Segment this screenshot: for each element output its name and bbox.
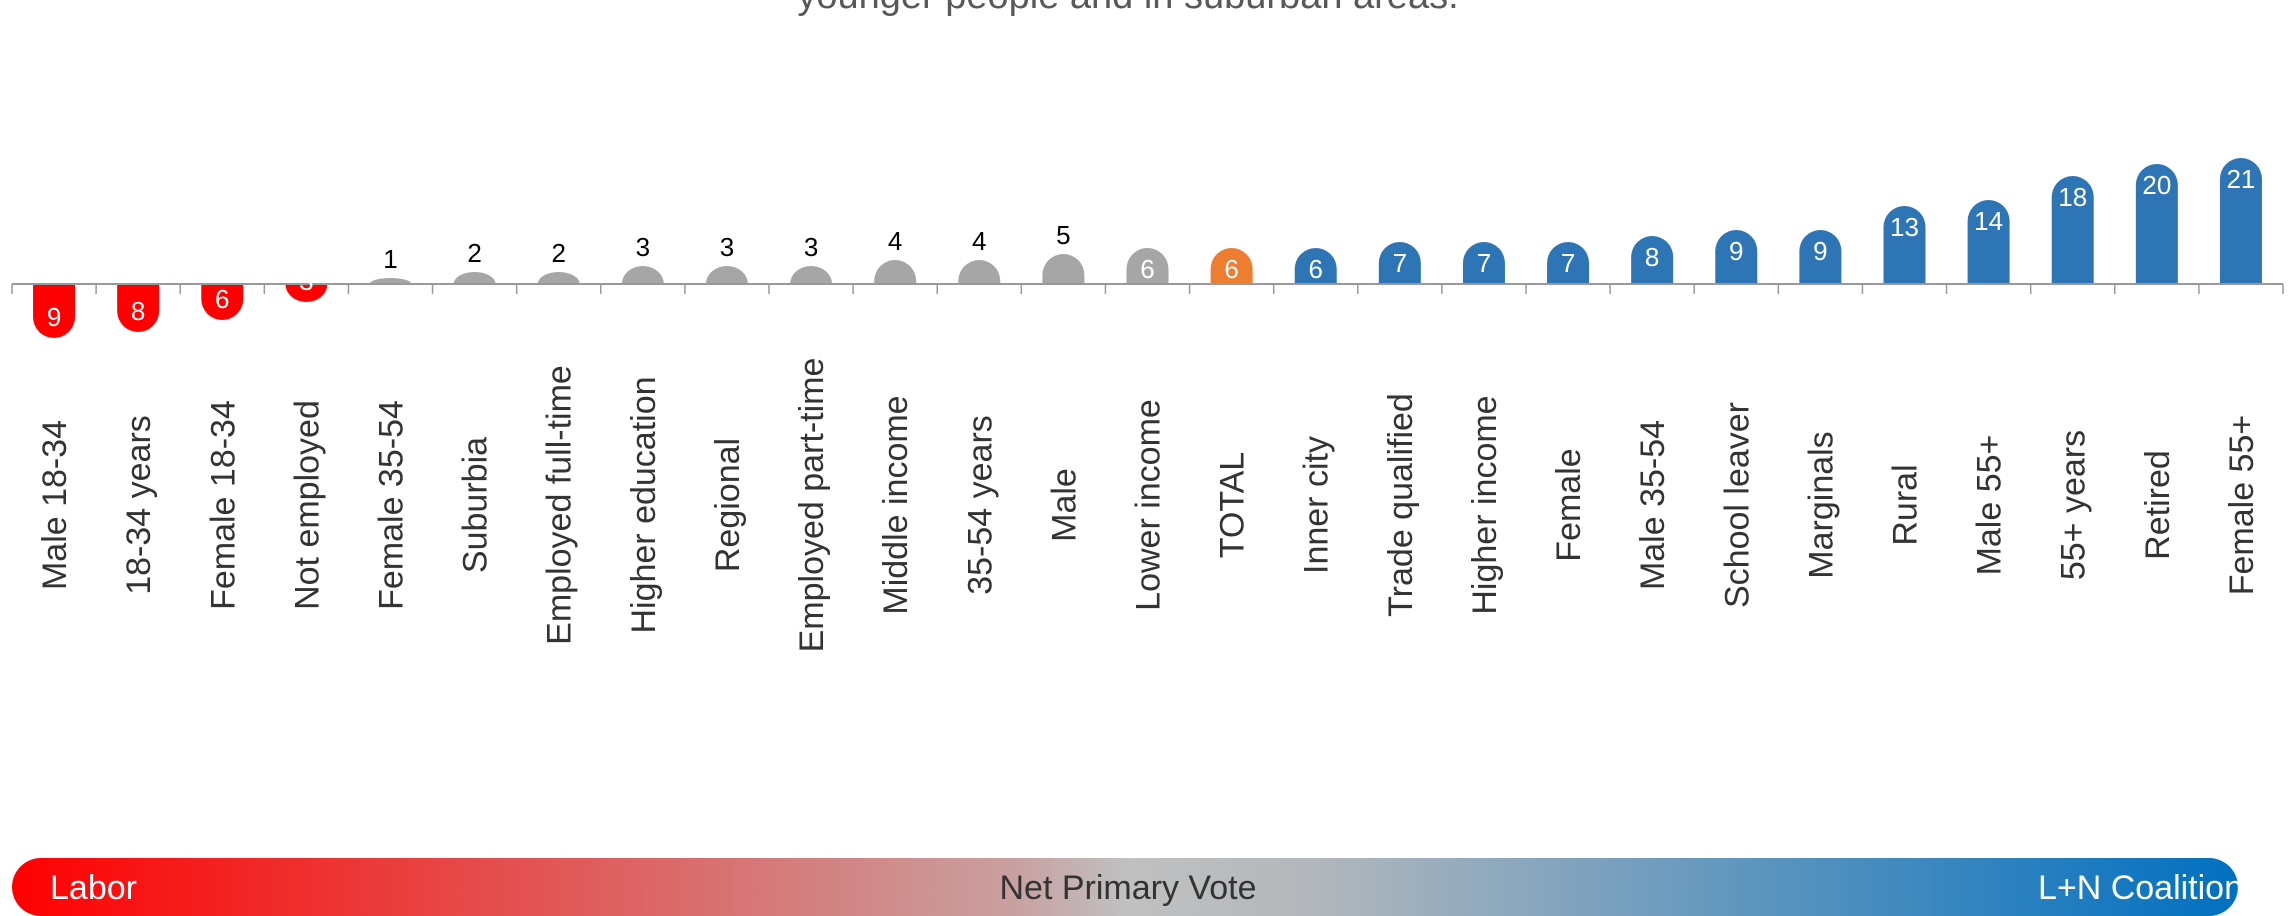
category-labels: Male 18-34 18-34 years Female 18-34 Not emp… [36, 358, 2261, 653]
category-label-4: Female 35-54 [373, 400, 411, 610]
value-label-24: 18 [2058, 182, 2087, 212]
category-label-26: Female 55+ [2223, 415, 2261, 596]
value-label-20: 9 [1729, 236, 1743, 266]
legend-label-labor: Labor [50, 869, 137, 907]
bar-10 [874, 260, 917, 284]
value-label-18: 7 [1561, 248, 1575, 278]
bar-9 [790, 266, 833, 284]
value-label-4: 1 [383, 244, 397, 274]
category-label-12: Male [1045, 468, 1083, 542]
category-label-8: Regional [709, 438, 747, 572]
category-label-24: 55+ years [2055, 430, 2093, 580]
category-label-13: Lower income [1130, 399, 1168, 611]
category-label-19: Male 35-54 [1634, 420, 1672, 590]
value-label-14: 6 [1224, 254, 1238, 284]
category-label-16: Trade qualified [1382, 393, 1420, 617]
bar-7 [621, 266, 664, 284]
value-label-25: 20 [2142, 170, 2171, 200]
category-label-0: Male 18-34 [36, 420, 74, 590]
value-label-12: 5 [1056, 220, 1070, 250]
bar-22 [1883, 206, 1926, 284]
chart-subtitle: younger people and in suburban areas. [797, 0, 1458, 17]
category-label-21: Marginals [1802, 431, 1840, 578]
category-label-14: TOTAL [1214, 452, 1252, 558]
value-label-1: 8 [131, 296, 145, 326]
bar-21 [1799, 230, 1842, 284]
category-label-6: Employed full-time [541, 365, 579, 645]
bar-4 [369, 278, 412, 284]
category-label-22: Rural [1887, 464, 1925, 545]
bar-23 [1967, 200, 2010, 284]
bar-19 [1631, 236, 1674, 284]
value-label-23: 14 [1974, 206, 2003, 236]
bar-1 [117, 284, 160, 332]
bar-2 [201, 284, 244, 320]
category-label-3: Not employed [288, 400, 326, 610]
value-label-19: 8 [1645, 242, 1659, 272]
bar-5 [453, 272, 496, 284]
legend-gradient [12, 858, 2238, 916]
bar-13 [1126, 248, 1169, 284]
bar-26 [2219, 158, 2262, 284]
bar-6 [537, 272, 580, 284]
category-label-15: Inner city [1298, 436, 1336, 574]
bar-8 [705, 266, 748, 284]
value-label-16: 7 [1393, 248, 1407, 278]
bar-25 [2135, 164, 2178, 284]
value-label-13: 6 [1140, 254, 1154, 284]
value-label-9: 3 [804, 232, 818, 262]
bar-17 [1462, 242, 1505, 284]
value-label-0: 9 [47, 302, 61, 332]
value-label-17: 7 [1477, 248, 1491, 278]
value-label-2: 6 [215, 284, 229, 314]
category-label-17: Higher income [1466, 395, 1504, 614]
value-label-10: 4 [888, 226, 902, 256]
category-label-18: Female [1550, 448, 1588, 561]
value-label-3: 3 [299, 266, 313, 296]
value-label-6: 2 [551, 238, 565, 268]
value-label-21: 9 [1813, 236, 1827, 266]
bar-18 [1547, 242, 1590, 284]
category-label-23: Male 55+ [1971, 435, 2009, 576]
bar-15 [1294, 248, 1337, 284]
value-label-15: 6 [1308, 254, 1322, 284]
bar-24 [2051, 176, 2094, 284]
bar-14 [1210, 248, 1253, 284]
category-label-20: School leaver [1718, 402, 1756, 608]
bar-3 [285, 284, 328, 302]
bar-12 [1042, 254, 1085, 284]
category-label-10: Middle income [877, 395, 915, 614]
bar-11 [958, 260, 1001, 284]
category-label-9: Employed part-time [793, 358, 831, 653]
legend-bar: Labor Net Primary Vote L+N Coalition [12, 858, 2243, 916]
bars-layer [33, 158, 2262, 338]
value-label-22: 13 [1890, 212, 1919, 242]
category-label-7: Higher education [625, 376, 663, 633]
bar-20 [1715, 230, 1758, 284]
category-label-2: Female 18-34 [204, 400, 242, 610]
category-label-25: Retired [2139, 450, 2177, 560]
category-label-1: 18-34 years [120, 415, 158, 595]
value-labels: 9 8 6 3 1 2 2 3 3 3 4 4 5 6 6 6 7 7 7 8 9 9 13 14 18 20 21 [47, 164, 2256, 332]
value-label-7: 3 [636, 232, 650, 262]
legend-label-center: Net Primary Vote [1000, 869, 1257, 907]
bar-16 [1378, 242, 1421, 284]
x-axis [11, 283, 2284, 294]
category-label-11: 35-54 years [961, 415, 999, 595]
legend-label-coalition: L+N Coalition [2038, 869, 2243, 907]
bar-0 [33, 284, 76, 338]
value-label-26: 21 [2226, 164, 2255, 194]
value-label-11: 4 [972, 226, 986, 256]
value-label-5: 2 [467, 238, 481, 268]
value-label-8: 3 [720, 232, 734, 262]
category-label-5: Suburbia [457, 437, 495, 573]
